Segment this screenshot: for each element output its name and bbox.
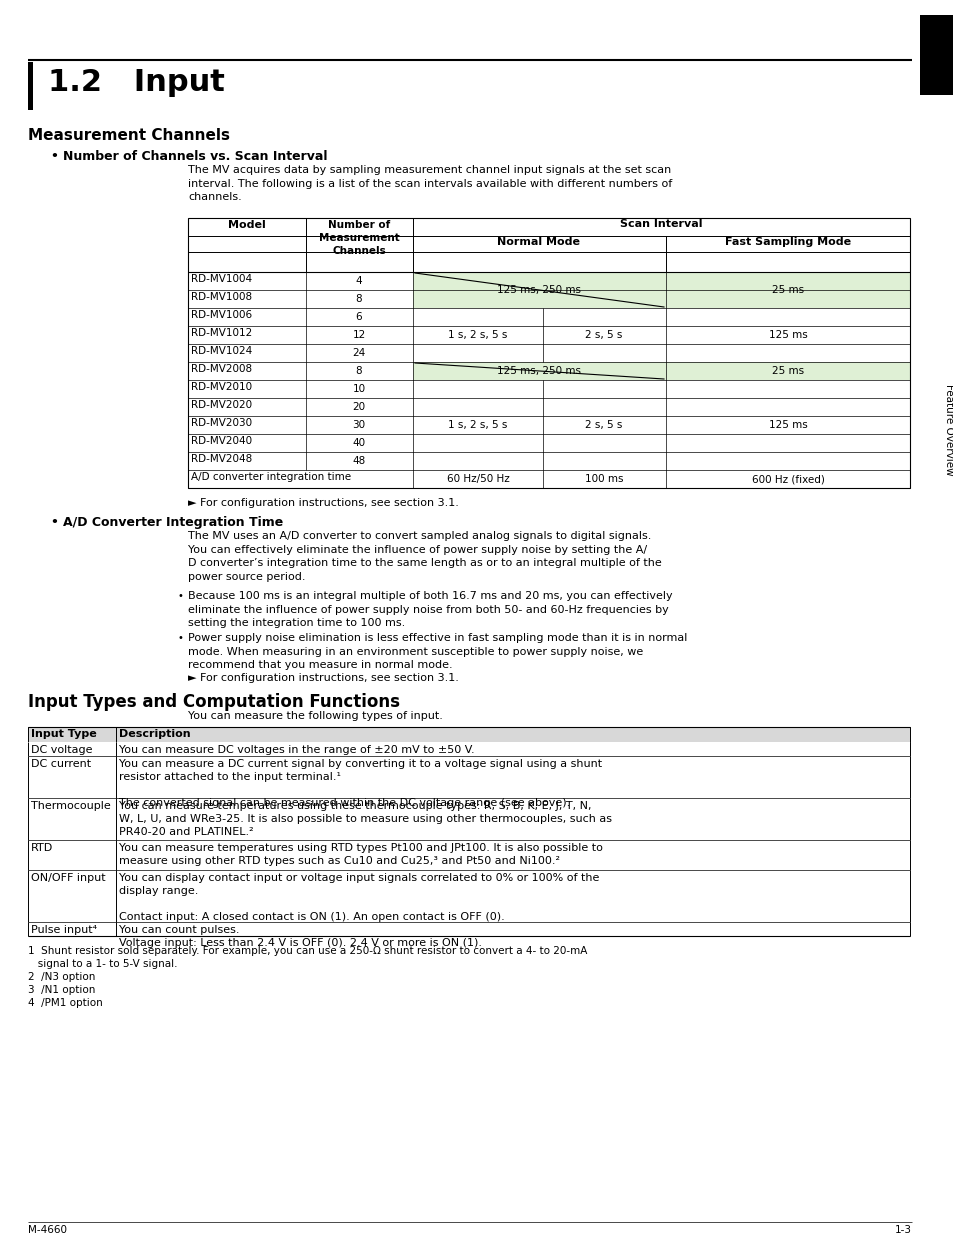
Text: 8: 8 (355, 294, 362, 304)
Text: The MV acquires data by sampling measurement channel input signals at the set sc: The MV acquires data by sampling measure… (188, 165, 672, 203)
Text: RD-MV2020: RD-MV2020 (191, 400, 252, 410)
Bar (28, 798, 909, 840)
Text: 20: 20 (352, 403, 365, 412)
Text: You can measure temperatures using these thermocouple types: R, S, B, K, E, J, T: You can measure temperatures using these… (119, 802, 612, 837)
Text: You can measure a DC current signal by converting it to a voltage signal using a: You can measure a DC current signal by c… (119, 760, 601, 808)
Text: 125 ms, 250 ms: 125 ms, 250 ms (497, 285, 580, 295)
Text: RD-MV2008: RD-MV2008 (191, 364, 252, 374)
Text: 100 ms: 100 ms (584, 474, 622, 484)
Text: ► For configuration instructions, see section 3.1.: ► For configuration instructions, see se… (188, 498, 458, 508)
Text: 125 ms: 125 ms (768, 420, 806, 430)
Text: 10: 10 (352, 384, 365, 394)
Text: Input Types and Computation Functions: Input Types and Computation Functions (28, 693, 399, 711)
Text: 2  /N3 option: 2 /N3 option (28, 972, 95, 982)
Text: Normal Mode: Normal Mode (497, 237, 579, 247)
Text: 600 Hz (fixed): 600 Hz (fixed) (751, 474, 823, 484)
Text: Scan Interval: Scan Interval (619, 219, 701, 228)
Text: You can measure DC voltages in the range of ±20 mV to ±50 V.: You can measure DC voltages in the range… (119, 745, 475, 755)
Bar (188, 219, 909, 488)
Text: Fast Sampling Mode: Fast Sampling Mode (724, 237, 850, 247)
Bar (28, 840, 909, 869)
Text: RD-MV1006: RD-MV1006 (191, 310, 252, 320)
Text: 40: 40 (352, 438, 365, 448)
Bar (919, 15, 953, 95)
Text: 25 ms: 25 ms (771, 366, 803, 375)
Text: Model: Model (228, 220, 266, 230)
Text: 25 ms: 25 ms (771, 285, 803, 295)
Bar (28, 869, 909, 923)
Bar (28, 756, 909, 798)
Text: 1  Shunt resistor sold separately. For example, you can use a 250-Ω shunt resist: 1 Shunt resistor sold separately. For ex… (28, 946, 587, 956)
Text: 30: 30 (352, 420, 365, 430)
Text: DC current: DC current (30, 760, 91, 769)
Text: Thermocouple: Thermocouple (30, 802, 111, 811)
Text: 1: 1 (927, 43, 944, 67)
Bar (413, 272, 909, 290)
Text: Input Type: Input Type (30, 729, 96, 739)
Text: Number of
Measurement
Channels: Number of Measurement Channels (318, 220, 399, 256)
Text: 1.2   Input: 1.2 Input (48, 68, 225, 98)
Text: A/D Converter Integration Time: A/D Converter Integration Time (63, 516, 283, 529)
Text: Description: Description (119, 729, 191, 739)
Text: Number of Channels vs. Scan Interval: Number of Channels vs. Scan Interval (63, 149, 327, 163)
Bar (413, 362, 909, 380)
Text: 125 ms, 250 ms: 125 ms, 250 ms (497, 366, 580, 375)
Bar (28, 62, 33, 110)
Text: RD-MV2040: RD-MV2040 (191, 436, 252, 446)
Text: Pulse input⁴: Pulse input⁴ (30, 925, 97, 935)
Bar (28, 727, 909, 742)
Text: 1-3: 1-3 (894, 1225, 911, 1235)
Text: You can measure temperatures using RTD types Pt100 and JPt100. It is also possib: You can measure temperatures using RTD t… (119, 844, 602, 866)
Text: 2 s, 5 s: 2 s, 5 s (585, 420, 622, 430)
Text: You can measure the following types of input.: You can measure the following types of i… (188, 711, 442, 721)
Text: A/D converter integration time: A/D converter integration time (191, 472, 351, 482)
Text: 125 ms: 125 ms (768, 330, 806, 340)
Text: Measurement Channels: Measurement Channels (28, 128, 230, 143)
Text: RD-MV2030: RD-MV2030 (191, 417, 252, 429)
Text: RD-MV1012: RD-MV1012 (191, 329, 252, 338)
Text: 2 s, 5 s: 2 s, 5 s (585, 330, 622, 340)
Text: signal to a 1- to 5-V signal.: signal to a 1- to 5-V signal. (28, 960, 177, 969)
Text: •: • (178, 634, 184, 643)
Text: ON/OFF input: ON/OFF input (30, 873, 106, 883)
Text: RD-MV1024: RD-MV1024 (191, 346, 252, 356)
Text: Power supply noise elimination is less effective in fast sampling mode than it i: Power supply noise elimination is less e… (188, 634, 687, 671)
Text: •: • (178, 592, 184, 601)
Text: 4  /PM1 option: 4 /PM1 option (28, 998, 103, 1008)
Text: 6: 6 (355, 312, 362, 322)
Text: You can display contact input or voltage input signals correlated to 0% or 100% : You can display contact input or voltage… (119, 873, 598, 948)
Text: You can count pulses.: You can count pulses. (119, 925, 239, 935)
Text: RTD: RTD (30, 844, 53, 853)
Text: 1 s, 2 s, 5 s: 1 s, 2 s, 5 s (448, 330, 507, 340)
Bar (28, 742, 909, 756)
Text: RD-MV2010: RD-MV2010 (191, 382, 252, 391)
Text: Because 100 ms is an integral multiple of both 16.7 ms and 20 ms, you can effect: Because 100 ms is an integral multiple o… (188, 592, 672, 629)
Text: •: • (50, 149, 58, 163)
Text: DC voltage: DC voltage (30, 745, 92, 755)
Text: 48: 48 (352, 456, 365, 466)
Text: The MV uses an A/D converter to convert sampled analog signals to digital signal: The MV uses an A/D converter to convert … (188, 531, 661, 582)
Text: RD-MV1008: RD-MV1008 (191, 291, 252, 303)
Text: 12: 12 (352, 330, 365, 340)
Text: 4: 4 (355, 275, 362, 287)
Text: ► For configuration instructions, see section 3.1.: ► For configuration instructions, see se… (188, 673, 458, 683)
Text: 60 Hz/50 Hz: 60 Hz/50 Hz (446, 474, 509, 484)
Text: 1 s, 2 s, 5 s: 1 s, 2 s, 5 s (448, 420, 507, 430)
Bar (413, 290, 909, 308)
Text: M-4660: M-4660 (28, 1225, 67, 1235)
Text: RD-MV2048: RD-MV2048 (191, 454, 252, 464)
Text: 3  /N1 option: 3 /N1 option (28, 986, 95, 995)
Text: Feature Overview: Feature Overview (943, 384, 953, 475)
Text: •: • (50, 516, 58, 529)
Text: RD-MV1004: RD-MV1004 (191, 274, 252, 284)
Text: 24: 24 (352, 348, 365, 358)
Text: 8: 8 (355, 366, 362, 375)
Bar (28, 923, 909, 936)
